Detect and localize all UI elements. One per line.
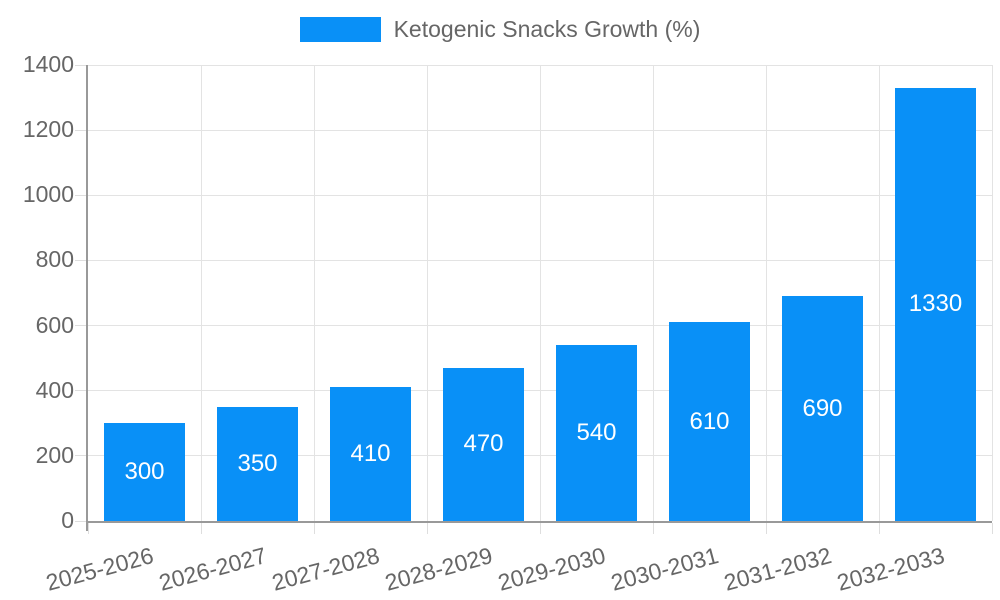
x-axis-tick-label: 2029-2030 bbox=[494, 542, 608, 596]
legend-swatch bbox=[299, 17, 381, 43]
x-axis-tick bbox=[87, 523, 89, 534]
bar-2025-2026[interactable] bbox=[104, 423, 185, 521]
bar-2026-2027[interactable] bbox=[217, 407, 298, 521]
y-axis-tick bbox=[75, 64, 86, 66]
grid-line-vertical bbox=[426, 65, 428, 521]
y-axis-tick bbox=[75, 259, 86, 261]
y-axis-tick-label: 0 bbox=[61, 507, 74, 534]
bar-2032-2033[interactable] bbox=[895, 87, 976, 521]
x-axis-tick bbox=[426, 523, 428, 534]
bar-2027-2028[interactable] bbox=[330, 387, 411, 521]
grid-line-vertical bbox=[539, 65, 541, 521]
x-axis-tick bbox=[200, 523, 202, 534]
bar-2030-2031[interactable] bbox=[669, 322, 750, 521]
x-axis-tick-label: 2030-2031 bbox=[607, 542, 721, 596]
grid-line-vertical bbox=[652, 65, 654, 521]
plot-area: 300 350 410 470 540 610 690 1330 bbox=[75, 64, 993, 534]
x-axis-tick-label: 2026-2027 bbox=[155, 542, 269, 596]
y-axis-tick-label: 1200 bbox=[22, 116, 74, 143]
x-axis-tick-label: 2028-2029 bbox=[381, 542, 495, 596]
y-axis-tick-label: 400 bbox=[35, 376, 74, 403]
grid-line-vertical bbox=[200, 65, 202, 521]
grid-line-vertical bbox=[313, 65, 315, 521]
x-axis-tick bbox=[878, 523, 880, 534]
x-axis-tick-label: 2032-2033 bbox=[833, 542, 947, 596]
grid-line-vertical bbox=[991, 65, 993, 521]
bar-2031-2032[interactable] bbox=[782, 296, 863, 521]
x-axis-tick bbox=[539, 523, 541, 534]
y-axis-tick bbox=[75, 129, 86, 131]
y-axis-tick-label: 1400 bbox=[22, 51, 74, 78]
y-axis-tick-label: 200 bbox=[35, 441, 74, 468]
y-axis-tick bbox=[75, 390, 86, 392]
y-axis-tick bbox=[75, 325, 86, 327]
x-axis-tick bbox=[991, 523, 993, 534]
x-axis-tick bbox=[765, 523, 767, 534]
x-axis-tick-label: 2025-2026 bbox=[42, 542, 156, 596]
bar-2029-2030[interactable] bbox=[556, 345, 637, 521]
x-axis-tick-label: 2027-2028 bbox=[268, 542, 382, 596]
bar-2028-2029[interactable] bbox=[443, 367, 524, 521]
x-axis-tick bbox=[652, 523, 654, 534]
grid-line-vertical bbox=[878, 65, 880, 521]
x-axis-tick-label: 2031-2032 bbox=[720, 542, 834, 596]
y-axis-tick bbox=[75, 520, 86, 522]
y-axis-tick bbox=[75, 455, 86, 457]
y-axis-tick-label: 600 bbox=[35, 311, 74, 338]
x-axis-line bbox=[86, 521, 992, 523]
y-axis-tick-label: 800 bbox=[35, 246, 74, 273]
chart-legend[interactable]: Ketogenic Snacks Growth (%) bbox=[0, 16, 1000, 43]
y-axis-tick-label: 1000 bbox=[22, 181, 74, 208]
y-axis-line bbox=[86, 65, 88, 531]
x-axis-tick bbox=[313, 523, 315, 534]
y-axis-tick bbox=[75, 194, 86, 196]
legend-label: Ketogenic Snacks Growth (%) bbox=[393, 16, 701, 42]
grid-line-vertical bbox=[765, 65, 767, 521]
